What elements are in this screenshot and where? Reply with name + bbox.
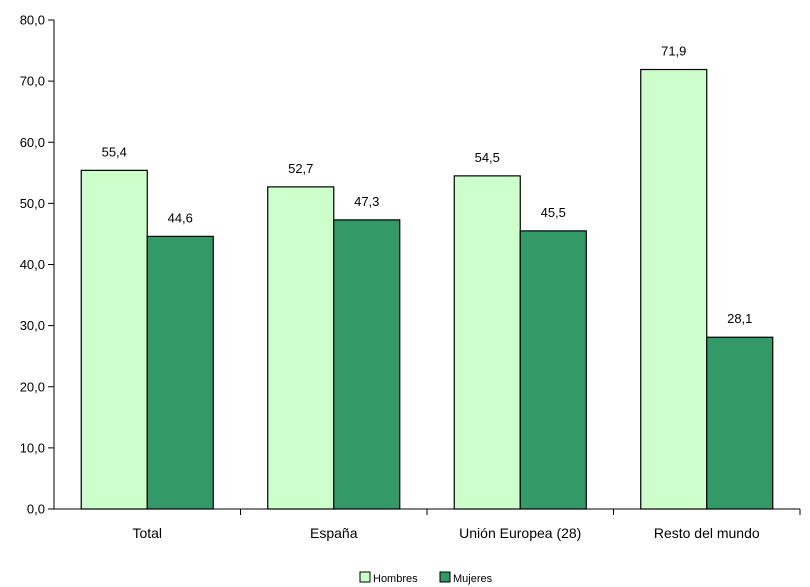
y-tick-label: 80,0 xyxy=(20,13,45,28)
y-tick-label: 60,0 xyxy=(20,135,45,150)
bar-hombres-2 xyxy=(267,186,335,510)
data-label: 71,9 xyxy=(661,44,686,59)
data-label: 28,1 xyxy=(727,311,752,326)
bars xyxy=(80,68,774,510)
y-tick-label: 30,0 xyxy=(20,318,45,333)
data-label: 54,5 xyxy=(475,150,500,165)
y-tick-label: 70,0 xyxy=(20,74,45,89)
data-label: 47,3 xyxy=(354,194,379,209)
data-label: 55,4 xyxy=(102,144,127,159)
legend-swatch-mujeres xyxy=(439,571,451,583)
y-tick-label: 20,0 xyxy=(20,379,45,394)
bar-mujeres-3 xyxy=(519,230,587,510)
y-tick-label: 10,0 xyxy=(20,440,45,455)
data-label: 44,6 xyxy=(168,210,193,225)
legend-label: Mujeres xyxy=(453,573,493,585)
bar-mujeres-1 xyxy=(146,235,214,510)
bar-mujeres-2 xyxy=(333,219,401,510)
legend-swatch-hombres xyxy=(359,571,371,583)
data-label: 52,7 xyxy=(288,161,313,176)
data-label: 45,5 xyxy=(541,205,566,220)
bar-hombres-1 xyxy=(80,169,148,510)
legend-label: Hombres xyxy=(373,573,418,585)
bar-mujeres-4 xyxy=(706,336,774,510)
y-tick-label: 40,0 xyxy=(20,257,45,272)
category-label: Total xyxy=(132,525,162,541)
bar-hombres-3 xyxy=(453,175,521,510)
y-tick-label: 0,0 xyxy=(27,502,45,517)
category-label: Unión Europea (28) xyxy=(459,525,581,541)
y-tick-label: 50,0 xyxy=(20,196,45,211)
y-axis: 0,0 10,0 20,0 30,0 40,0 50,0 60,0 70,0 80,0 xyxy=(20,13,55,517)
bar-hombres-4 xyxy=(640,68,708,510)
data-labels: 55,4 44,6 52,7 47,3 54,5 45,5 71,9 28,1 xyxy=(102,44,753,327)
category-label: España xyxy=(310,525,358,541)
x-axis: Total España Unión Europea (28) Resto del m… xyxy=(54,508,801,541)
legend: Hombres Mujeres xyxy=(359,571,493,585)
category-label: Resto del mundo xyxy=(654,525,760,541)
